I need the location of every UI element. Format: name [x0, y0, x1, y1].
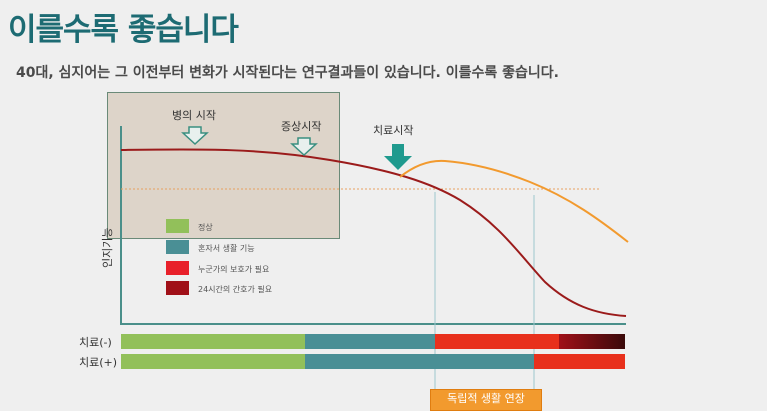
legend-label-independent: 혼자서 생활 기능 — [198, 243, 255, 253]
untreated-curve — [120, 148, 627, 317]
legend-label-normal: 정상 — [198, 222, 213, 232]
legend-swatch-normal — [166, 219, 189, 233]
bar-treated-independent — [305, 354, 534, 369]
label-symptom-onset: 증상시작 — [281, 120, 321, 133]
bar-untreated — [121, 334, 625, 349]
legend-swatch-full-care — [166, 281, 189, 295]
bar-untreated-full-care — [559, 334, 625, 349]
independent-living-extension-tag: 독립적 생활 연장 — [430, 389, 542, 411]
page-title: 이를수록 좋습니다 — [8, 12, 239, 48]
bar-untreated-independent — [305, 334, 435, 349]
row-label-untreated: 치료(-) — [79, 336, 112, 349]
bar-treated-normal — [121, 354, 305, 369]
treated-curve — [399, 159, 629, 243]
arrow-disease-onset-icon — [181, 126, 209, 146]
label-disease-onset: 병의 시작 — [172, 109, 216, 122]
bar-treated-needs-help — [534, 354, 625, 369]
legend-swatch-needs-help — [166, 261, 189, 275]
subtitle: 40대, 심지어는 그 이전부터 변화가 시작된다는 연구결과들이 있습니다. … — [16, 65, 559, 81]
arrow-symptom-onset-icon — [290, 137, 318, 157]
y-axis-label: 인지기능 — [101, 228, 114, 268]
legend-label-full-care: 24시간의 간호가 필요 — [198, 284, 272, 294]
bar-untreated-normal — [121, 334, 305, 349]
bar-treated — [121, 354, 625, 369]
legend-label-needs-help: 누군가의 보호가 필요 — [198, 264, 269, 274]
legend-swatch-independent — [166, 240, 189, 254]
label-treatment-start: 치료시작 — [373, 124, 413, 137]
arrow-treatment-start-icon — [384, 144, 412, 170]
bar-untreated-needs-help — [435, 334, 559, 349]
row-label-treated: 치료(+) — [79, 356, 117, 369]
legend: 정상 혼자서 생활 기능 누군가의 보호가 필요 24시간의 간호가 필요 — [166, 219, 272, 295]
preclinical-region — [107, 92, 340, 239]
